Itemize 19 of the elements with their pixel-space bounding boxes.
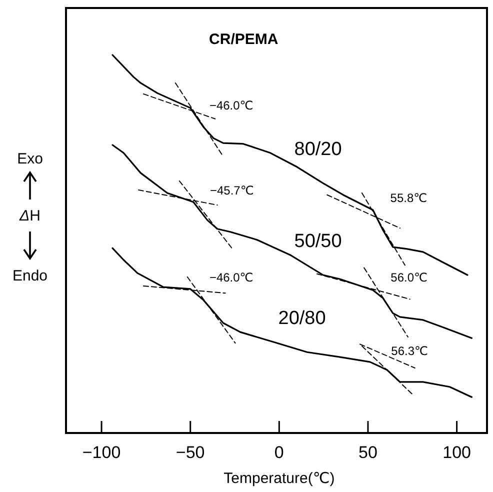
y-axis-title: ΔH	[18, 208, 40, 224]
chart-title: CR/PEMA	[209, 31, 278, 48]
x-axis-title: Temperature(℃)	[224, 470, 335, 487]
x-tick-label: 100	[442, 443, 471, 462]
annotation: 55.8℃	[390, 190, 428, 205]
series-label: 20/80	[278, 308, 326, 330]
annotation: −46.0℃	[209, 98, 254, 112]
x-tick-label: 0	[274, 443, 284, 462]
annotation: 56.0℃	[390, 270, 428, 284]
x-tick-label: 50	[358, 443, 378, 462]
text: Exo	[17, 150, 43, 168]
annotation: −45.7℃	[210, 183, 254, 198]
annotation: −46.0℃	[209, 270, 254, 284]
x-tick-label: −50	[176, 443, 205, 462]
text: Endo	[12, 268, 48, 284]
x-tick-label: −100	[82, 443, 121, 462]
series-label: 50/50	[294, 230, 342, 252]
annotation: 56.3℃	[391, 344, 428, 358]
series-label: 80/20	[294, 139, 342, 160]
